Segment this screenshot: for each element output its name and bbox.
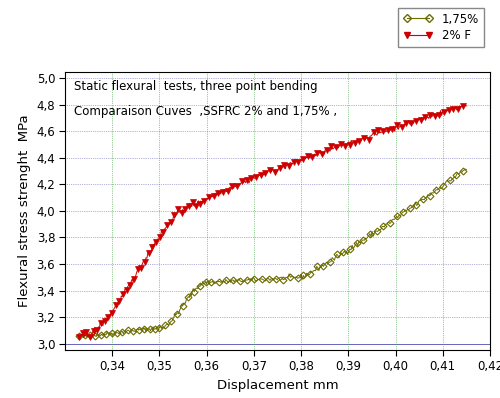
- Text: Static flexural  tests, three point bending: Static flexural tests, three point bendi…: [74, 80, 317, 93]
- Text: Comparaison Cuves  ,SSFRC 2% and 1,75% ,: Comparaison Cuves ,SSFRC 2% and 1,75% ,: [74, 105, 336, 118]
- Legend: 1,75%, 2% F: 1,75%, 2% F: [398, 8, 484, 47]
- X-axis label: Displacement mm: Displacement mm: [216, 378, 338, 392]
- Y-axis label: Flexural stress strenght  MPa: Flexural stress strenght MPa: [18, 115, 31, 307]
